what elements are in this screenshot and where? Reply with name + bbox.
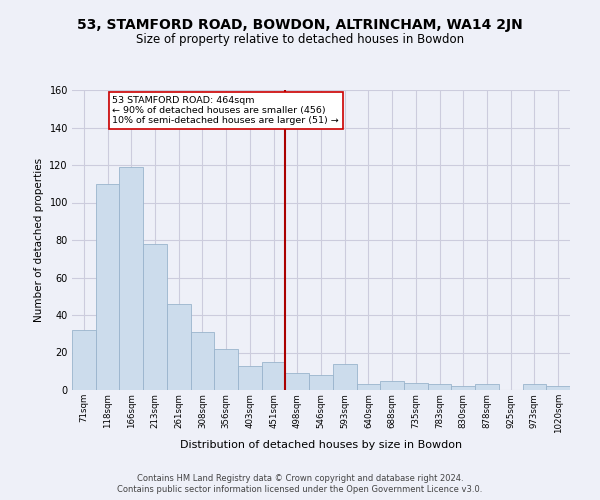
Bar [262,362,286,390]
Bar [451,386,475,390]
Bar [167,304,191,390]
Bar [286,373,309,390]
Bar [475,384,499,390]
Bar [380,380,404,390]
Text: 53 STAMFORD ROAD: 464sqm
← 90% of detached houses are smaller (456)
10% of semi-: 53 STAMFORD ROAD: 464sqm ← 90% of detach… [112,96,339,126]
Bar [119,167,143,390]
Bar [356,384,380,390]
Text: Contains HM Land Registry data © Crown copyright and database right 2024.: Contains HM Land Registry data © Crown c… [137,474,463,483]
Text: Contains public sector information licensed under the Open Government Licence v3: Contains public sector information licen… [118,485,482,494]
Bar [404,382,428,390]
Bar [214,349,238,390]
Text: Size of property relative to detached houses in Bowdon: Size of property relative to detached ho… [136,32,464,46]
Text: 53, STAMFORD ROAD, BOWDON, ALTRINCHAM, WA14 2JN: 53, STAMFORD ROAD, BOWDON, ALTRINCHAM, W… [77,18,523,32]
Y-axis label: Number of detached properties: Number of detached properties [34,158,44,322]
Bar [143,244,167,390]
Bar [333,364,356,390]
Bar [238,366,262,390]
Bar [428,384,451,390]
Bar [309,375,333,390]
Bar [546,386,570,390]
Bar [96,184,119,390]
Bar [72,330,96,390]
X-axis label: Distribution of detached houses by size in Bowdon: Distribution of detached houses by size … [180,440,462,450]
Bar [191,332,214,390]
Bar [523,384,546,390]
